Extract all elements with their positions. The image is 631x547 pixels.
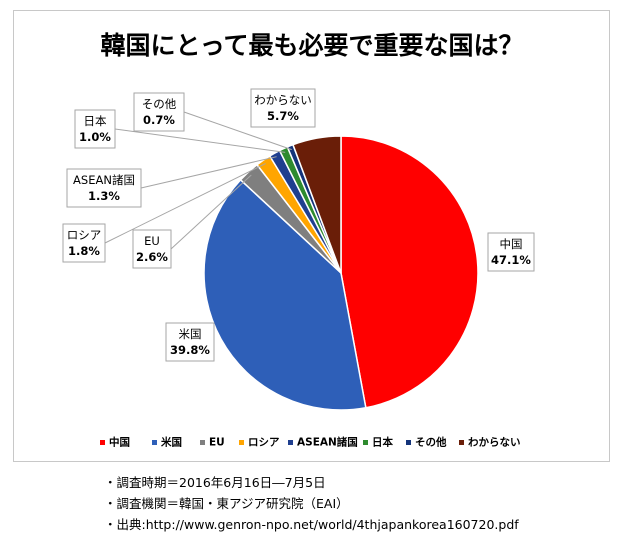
- legend-label-other: その他: [415, 436, 447, 449]
- source-url-note: ・出典:http://www.genron-npo.net/world/4thj…: [104, 517, 519, 532]
- legend-swatch-other: [406, 440, 411, 445]
- data-label-category: わからない: [254, 93, 312, 107]
- data-label-category: 中国: [500, 237, 523, 251]
- data-label-box: [487, 232, 535, 272]
- data-label-dont-know: わからない 5.7%: [250, 88, 316, 128]
- data-label-value: 1.3%: [88, 189, 120, 203]
- data-label-box: [165, 322, 215, 362]
- chart-title: 韓国にとって最も必要で重要な国は？: [100, 31, 523, 60]
- legend-swatch-russia: [239, 440, 244, 445]
- data-label-category: 日本: [84, 114, 107, 128]
- survey-period-note: ・調査時期＝2016年6月16日―7月5日: [104, 475, 326, 490]
- data-label-russia: ロシア 1.8%: [62, 223, 106, 263]
- data-label-japan: 日本 1.0%: [74, 109, 116, 149]
- data-label-value: 39.8%: [170, 343, 210, 357]
- legend-label-eu: EU: [209, 437, 225, 449]
- legend-label-asean: ASEAN諸国: [297, 436, 358, 449]
- legend-swatch-china: [100, 440, 105, 445]
- pie-slice-dont-know: [292, 135, 342, 274]
- data-label-category: ロシア: [67, 228, 102, 242]
- data-label-category: その他: [142, 97, 177, 111]
- legend-label-japan: 日本: [372, 436, 393, 449]
- data-label-value: 1.0%: [79, 130, 111, 144]
- data-label-asean: ASEAN諸国 1.3%: [66, 168, 142, 208]
- data-label-value: 1.8%: [68, 244, 100, 258]
- leader-line-other: [183, 111, 292, 151]
- data-label-value: 5.7%: [267, 109, 299, 123]
- source-notes: ・調査時期＝2016年6月16日―7月5日 ・調査機関＝韓国・東アジア研究院（E…: [104, 472, 519, 535]
- pie-chart: 韓国にとって最も必要で重要な国は？ 中国 47.1% 米国 39.8% EU 2.6% ロシ…: [62, 31, 535, 449]
- leader-line-japan: [114, 128, 286, 153]
- legend-swatch-asean: [288, 440, 293, 445]
- data-label-box: [132, 229, 172, 269]
- data-label-eu: EU 2.6%: [132, 229, 172, 269]
- legend-label-usa: 米国: [160, 436, 182, 449]
- data-label-category: ASEAN諸国: [73, 173, 135, 187]
- data-label-usa: 米国 39.8%: [165, 322, 215, 362]
- legend-label-dont-know: わからない: [468, 437, 521, 449]
- legend-label-russia: ロシア: [248, 437, 280, 449]
- data-label-box: [250, 88, 316, 128]
- data-label-box: [133, 92, 185, 132]
- legend: 中国 米国 EU ロシア ASEAN諸国 日本 その他 わからない: [100, 436, 521, 449]
- pie-slice-usa: [203, 178, 367, 411]
- survey-org-note: ・調査機関＝韓国・東アジア研究院（EAI）: [104, 496, 349, 511]
- leader-line-eu: [170, 174, 252, 250]
- legend-swatch-dont-know: [459, 440, 464, 445]
- pie-slice-china: [340, 135, 479, 409]
- data-label-value: 47.1%: [491, 253, 531, 267]
- chart-panel: 韓国にとって最も必要で重要な国は？ 中国 47.1% 米国 39.8% EU 2.6% ロシ…: [13, 10, 610, 462]
- data-label-box: [62, 223, 106, 263]
- data-label-china: 中国 47.1%: [487, 232, 535, 272]
- data-label-box: [74, 109, 116, 149]
- leader-line-russia: [104, 163, 266, 244]
- legend-label-china: 中国: [109, 436, 130, 449]
- data-label-other: その他 0.7%: [133, 92, 185, 132]
- legend-swatch-japan: [363, 440, 368, 445]
- legend-swatch-usa: [152, 440, 157, 445]
- data-label-value: 2.6%: [136, 250, 168, 264]
- legend-swatch-eu: [200, 440, 205, 445]
- data-label-value: 0.7%: [143, 113, 175, 127]
- data-label-category: EU: [144, 234, 160, 248]
- data-label-box: [66, 168, 142, 208]
- data-label-category: 米国: [179, 327, 202, 341]
- leader-line-asean: [140, 156, 277, 189]
